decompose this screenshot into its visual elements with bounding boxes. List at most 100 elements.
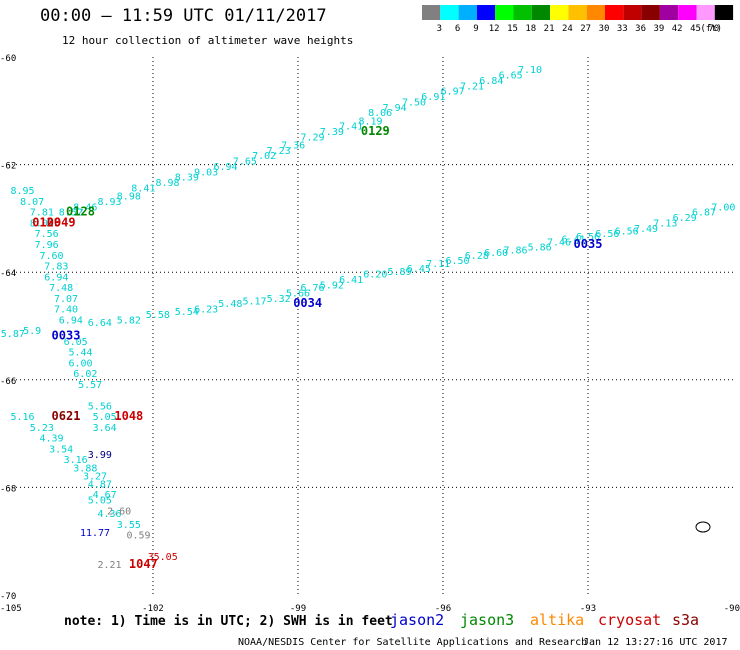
footer-credit: NOAA/NESDIS Center for Satellite Applica… [238, 637, 587, 648]
swh-value-label: 6.94 [59, 315, 83, 326]
swh-value-label: 7.49 [634, 224, 658, 235]
swh-value-label: 6.76 [300, 283, 324, 294]
swh-value-label: 7.21 [460, 81, 484, 92]
chart-footer: note: 1) Time is in UTC; 2) SWH is in fe… [64, 611, 728, 648]
swh-value-label: 8.98 [155, 178, 179, 189]
swh-value-label: 8.07 [20, 197, 44, 208]
swh-value-label: 5.89 [387, 267, 411, 278]
swh-value-label: 5.87 [1, 329, 25, 340]
swh-value-label: 7.13 [653, 218, 677, 229]
swh-value-label: 8.02 [30, 218, 54, 229]
swh-value-label: 5.05 [93, 412, 117, 423]
chart-grid [8, 57, 733, 595]
swh-value-label: 7.10 [518, 65, 542, 76]
swh-value-label: 6.60 [484, 248, 508, 259]
legend-label: 45 [690, 24, 701, 34]
swh-value-label: 6.97 [441, 87, 465, 98]
pass-time-label: 1048 [114, 409, 143, 423]
satellite-legend: jason2 jason3 altika cryosat s3a [390, 611, 699, 629]
swh-value-label: 5.44 [68, 348, 92, 359]
swh-value-label: 7.11 [426, 259, 450, 270]
swh-value-label: 7.46 [547, 237, 571, 248]
legend-swatch [476, 5, 496, 20]
swh-value-label: 7.50 [402, 97, 426, 108]
swh-value-label: 5.57 [78, 380, 102, 391]
swh-value-label: 6.41 [561, 235, 585, 246]
swh-value-label: 7.60 [39, 251, 63, 262]
swh-value-label: 6.28 [465, 251, 489, 262]
swh-value-label: 3.99 [88, 450, 112, 461]
swh-value-label: 7.41 [339, 122, 363, 133]
legend-swatch [531, 5, 551, 20]
page-subtitle: 12 hour collection of altimeter wave hei… [62, 34, 354, 47]
swh-value-label: 5.05 [88, 496, 112, 507]
swh-value-label: 8.06 [368, 108, 392, 119]
swh-value-label: 7.81 [30, 208, 54, 219]
swh-value-label: 6.29 [673, 213, 697, 224]
legend-swatch [568, 5, 587, 20]
swh-value-label: 7.00 [711, 202, 735, 213]
legend-label: 36 [635, 24, 646, 34]
swh-value-label: 7.94 [383, 103, 407, 114]
satellite-name: jason3 [460, 611, 514, 629]
x-tick-label: -105 [0, 604, 22, 614]
swh-value-label: 5.9 [23, 326, 41, 337]
swh-value-label: 5.86 [528, 243, 552, 254]
legend-swatch [513, 5, 532, 20]
y-tick-label: -62 [0, 162, 16, 172]
swh-value-label: 8.98 [117, 192, 141, 203]
swh-value-label: 5.92 [320, 280, 344, 291]
legend-label: 6 [455, 24, 460, 34]
swh-value-label: 7.48 [49, 283, 73, 294]
x-tick-label: -96 [435, 604, 451, 614]
legend-label: 42 [672, 24, 683, 34]
footer-note: note: 1) Time is in UTC; 2) SWH is in fe… [64, 614, 393, 629]
footer-timestamp: Jan 12 13:27:16 UTC 2017 [583, 637, 728, 648]
legend-label: 30 [599, 24, 610, 34]
x-tick-label: -99 [290, 604, 306, 614]
y-tick-label: -70 [0, 592, 16, 602]
legend-swatch [605, 5, 624, 20]
swh-value-label: 2.21 [97, 560, 121, 571]
swh-value-label: 4.67 [93, 490, 117, 501]
swh-value-label: 7.56 [35, 229, 59, 240]
island-outline [695, 521, 711, 533]
swh-value-label: 5.56 [88, 401, 112, 412]
legend-label: 33 [617, 24, 628, 34]
swh-value-label: 3.55 [117, 520, 141, 531]
swh-value-label: 5.58 [146, 310, 170, 321]
legend-swatch [714, 5, 734, 20]
swh-value-label: 6.84 [479, 76, 503, 87]
pass-time-label: 1047 [129, 557, 158, 571]
x-tick-label: -90 [724, 604, 740, 614]
swh-value-label: 4.87 [88, 479, 112, 490]
swh-value-label: 7.29 [300, 132, 324, 143]
swh-value-label: 8.41 [131, 184, 155, 195]
swh-value-label: 5.54 [175, 307, 199, 318]
legend-swatch [422, 5, 441, 20]
swh-value-label: 7.07 [54, 294, 78, 305]
swh-value-label: 6.87 [692, 208, 716, 219]
swh-value-label: 8.93 [97, 197, 121, 208]
swh-value-label: 8.52 [59, 208, 83, 219]
pass-time-label: 0034 [293, 296, 322, 310]
pass-time-label: 0128 [66, 205, 95, 219]
legend-label: 9 [473, 24, 478, 34]
page-title: 00:00 – 11:59 UTC 01/11/2017 [40, 6, 327, 26]
data-points: 8.958.077.818.027.567.967.607.836.947.48… [1, 65, 736, 571]
swh-value-label: 6.20 [363, 270, 387, 281]
swh-value-label: 3.54 [49, 444, 73, 455]
legend-swatch [440, 5, 459, 20]
swh-value-label: 9.03 [194, 167, 218, 178]
y-tick-label: -60 [0, 54, 16, 64]
swh-value-label: 7.65 [233, 157, 257, 168]
legend-label: 27 [580, 24, 591, 34]
swh-value-label: 3.16 [64, 455, 88, 466]
swh-value-label: 6.05 [64, 337, 88, 348]
legend-label: 18 [525, 24, 536, 34]
legend-swatch [659, 5, 679, 20]
y-tick-label: -66 [0, 377, 16, 387]
swh-value-label: 7.23 [267, 146, 291, 157]
